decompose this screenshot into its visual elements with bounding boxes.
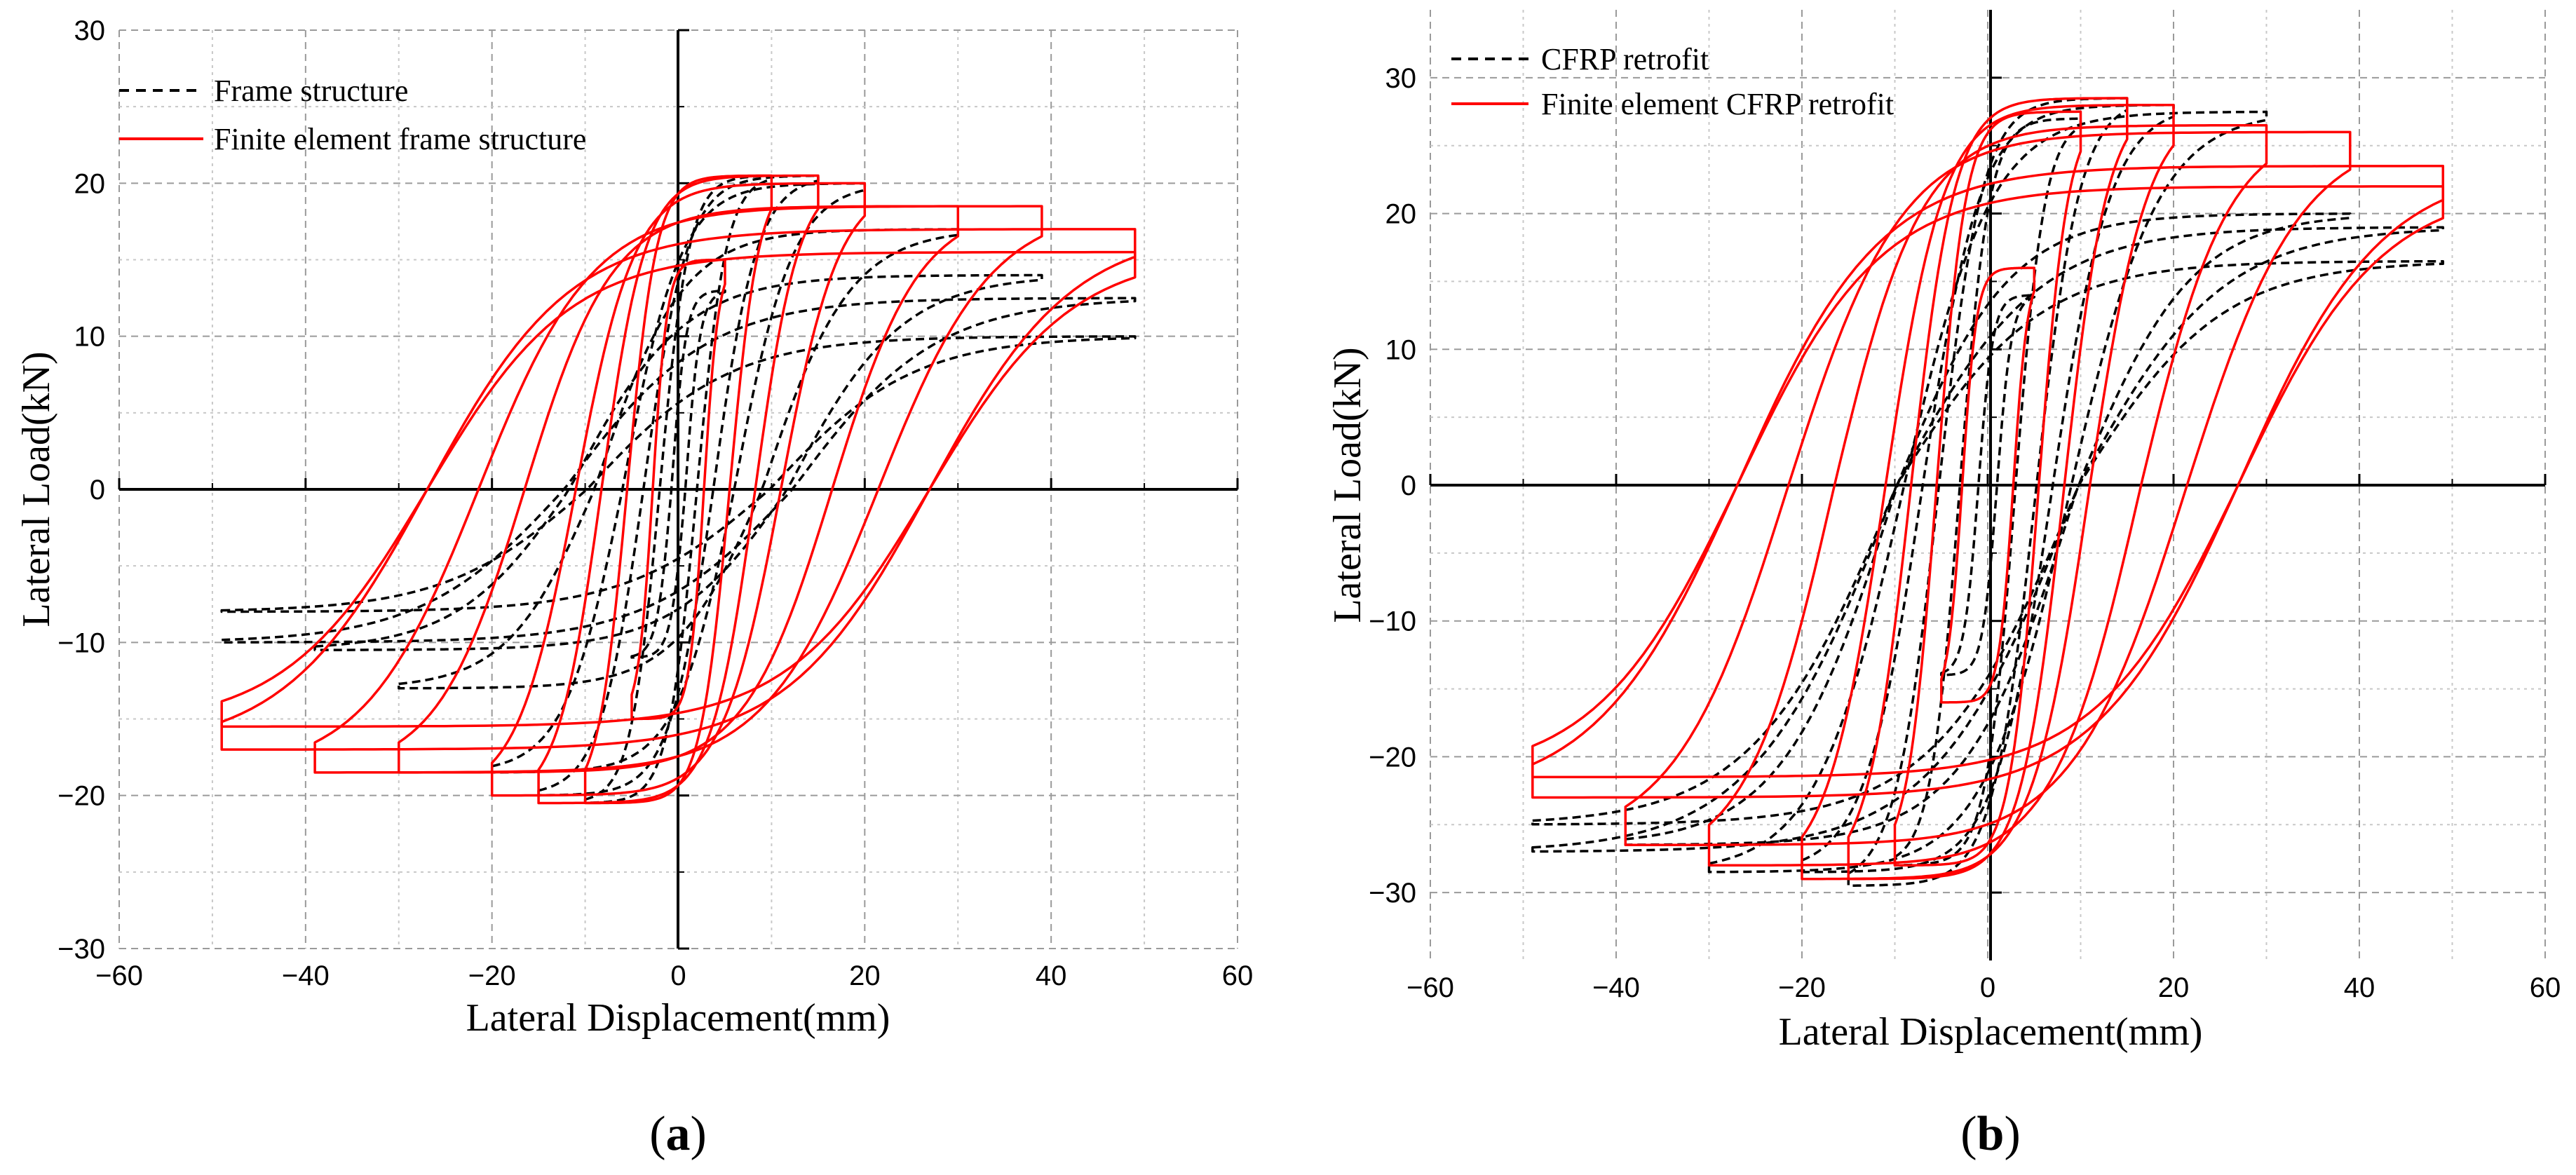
y-axis-title-b: Lateral Load(kN): [1326, 347, 1369, 623]
legend-a-label-0: Frame structure: [214, 74, 408, 108]
hysteresis-loop: [1707, 123, 2268, 867]
panel-label-a: (a): [649, 1107, 707, 1161]
series-b: [1531, 97, 2445, 888]
legend-b-label-1: Finite element CFRP retrofit: [1541, 87, 1894, 121]
y-tick-label: 0: [90, 475, 105, 505]
series-a-0: [220, 174, 1137, 804]
hysteresis-loop: [1624, 212, 2352, 846]
hysteresis-loop: [537, 174, 820, 805]
x-tick-label: 40: [2344, 972, 2375, 1003]
x-tick-label: −40: [282, 960, 330, 991]
hysteresis-loop: [1531, 259, 2445, 826]
x-tick-label: 60: [2530, 972, 2561, 1003]
hysteresis-loop: [220, 250, 1137, 728]
hysteresis-loop: [1707, 110, 2268, 874]
x-tick-label: −20: [1778, 972, 1826, 1003]
hysteresis-loop: [220, 335, 1137, 613]
x-axis-title-b: Lateral Displacement(mm): [1779, 1010, 2203, 1054]
chart-panel-b: −60 −40 −20 0 20 40 60 −30 −20 −10 0 10 20 30 CFRP re…: [1326, 10, 2561, 1161]
y-tick-label: −20: [1369, 742, 1416, 773]
y-tick-label: 10: [1385, 334, 1417, 365]
y-tick-label: 0: [1401, 470, 1416, 501]
tick-labels-a: −60 −40 −20 0 20 40 60 −30 −20 −10 0 10 20 30: [57, 15, 1253, 991]
hysteresis-loop: [1801, 103, 2175, 881]
x-tick-label: 60: [1222, 960, 1254, 991]
y-tick-label: 20: [1385, 199, 1417, 230]
series-b-1: [1531, 97, 2445, 881]
y-tick-label: −10: [1369, 606, 1416, 637]
chart-panel-a: −60 −40 −20 0 20 40 60 −30 −20 −10 0 10 20 30 Frame s…: [15, 15, 1253, 1161]
legend-b: CFRP retrofit Finite element CFRP retrof…: [1451, 42, 1894, 121]
x-tick-label: −60: [1406, 972, 1454, 1003]
hysteresis-loop: [220, 297, 1137, 644]
x-tick-label: 20: [849, 960, 881, 991]
y-tick-label: −10: [57, 627, 105, 658]
hysteresis-loop: [1940, 266, 2036, 704]
legend-a-label-1: Finite element frame structure: [214, 122, 586, 156]
series-a: [220, 174, 1137, 805]
hysteresis-loop: [1847, 97, 2129, 881]
x-tick-label: −40: [1592, 972, 1640, 1003]
panel-label-b: (b): [1960, 1107, 2021, 1161]
hysteresis-loop: [1940, 294, 2036, 677]
hysteresis-loop: [630, 258, 726, 721]
x-tick-label: 0: [670, 960, 686, 991]
y-tick-label: 30: [74, 15, 106, 46]
panel-letter-a: a: [666, 1107, 691, 1161]
legend-a: Frame structure Finite element frame str…: [119, 74, 586, 156]
hysteresis-loop: [1893, 110, 2082, 867]
tick-labels-b: −60 −40 −20 0 20 40 60 −30 −20 −10 0 10 20 30: [1369, 63, 2561, 1003]
series-a-1: [220, 174, 1137, 805]
y-tick-label: −30: [1369, 878, 1416, 909]
y-tick-label: 10: [74, 322, 106, 353]
ticks-a: [118, 29, 1239, 950]
x-tick-label: 0: [1980, 972, 1995, 1003]
legend-b-label-0: CFRP retrofit: [1541, 42, 1709, 76]
hysteresis-loop: [630, 289, 726, 659]
hysteresis-loop: [313, 273, 1043, 651]
hysteresis-loop: [583, 175, 773, 804]
y-axis-title-a: Lateral Load(kN): [15, 351, 58, 627]
hysteresis-loop: [1531, 185, 2445, 779]
hysteresis-loop: [1531, 226, 2445, 853]
x-tick-label: 20: [2158, 972, 2190, 1003]
y-tick-label: 20: [74, 168, 106, 199]
x-tick-label: −20: [468, 960, 516, 991]
y-tick-label: −20: [57, 781, 105, 812]
x-tick-label: 40: [1036, 960, 1067, 991]
y-tick-label: −30: [57, 934, 105, 965]
hysteresis-loop: [490, 182, 867, 774]
y-tick-label: 30: [1385, 63, 1417, 94]
x-axis-title-a: Lateral Displacement(mm): [466, 996, 890, 1040]
panel-letter-b: b: [1977, 1107, 2005, 1161]
hysteresis-loop: [490, 182, 867, 797]
x-tick-label: −60: [95, 960, 143, 991]
